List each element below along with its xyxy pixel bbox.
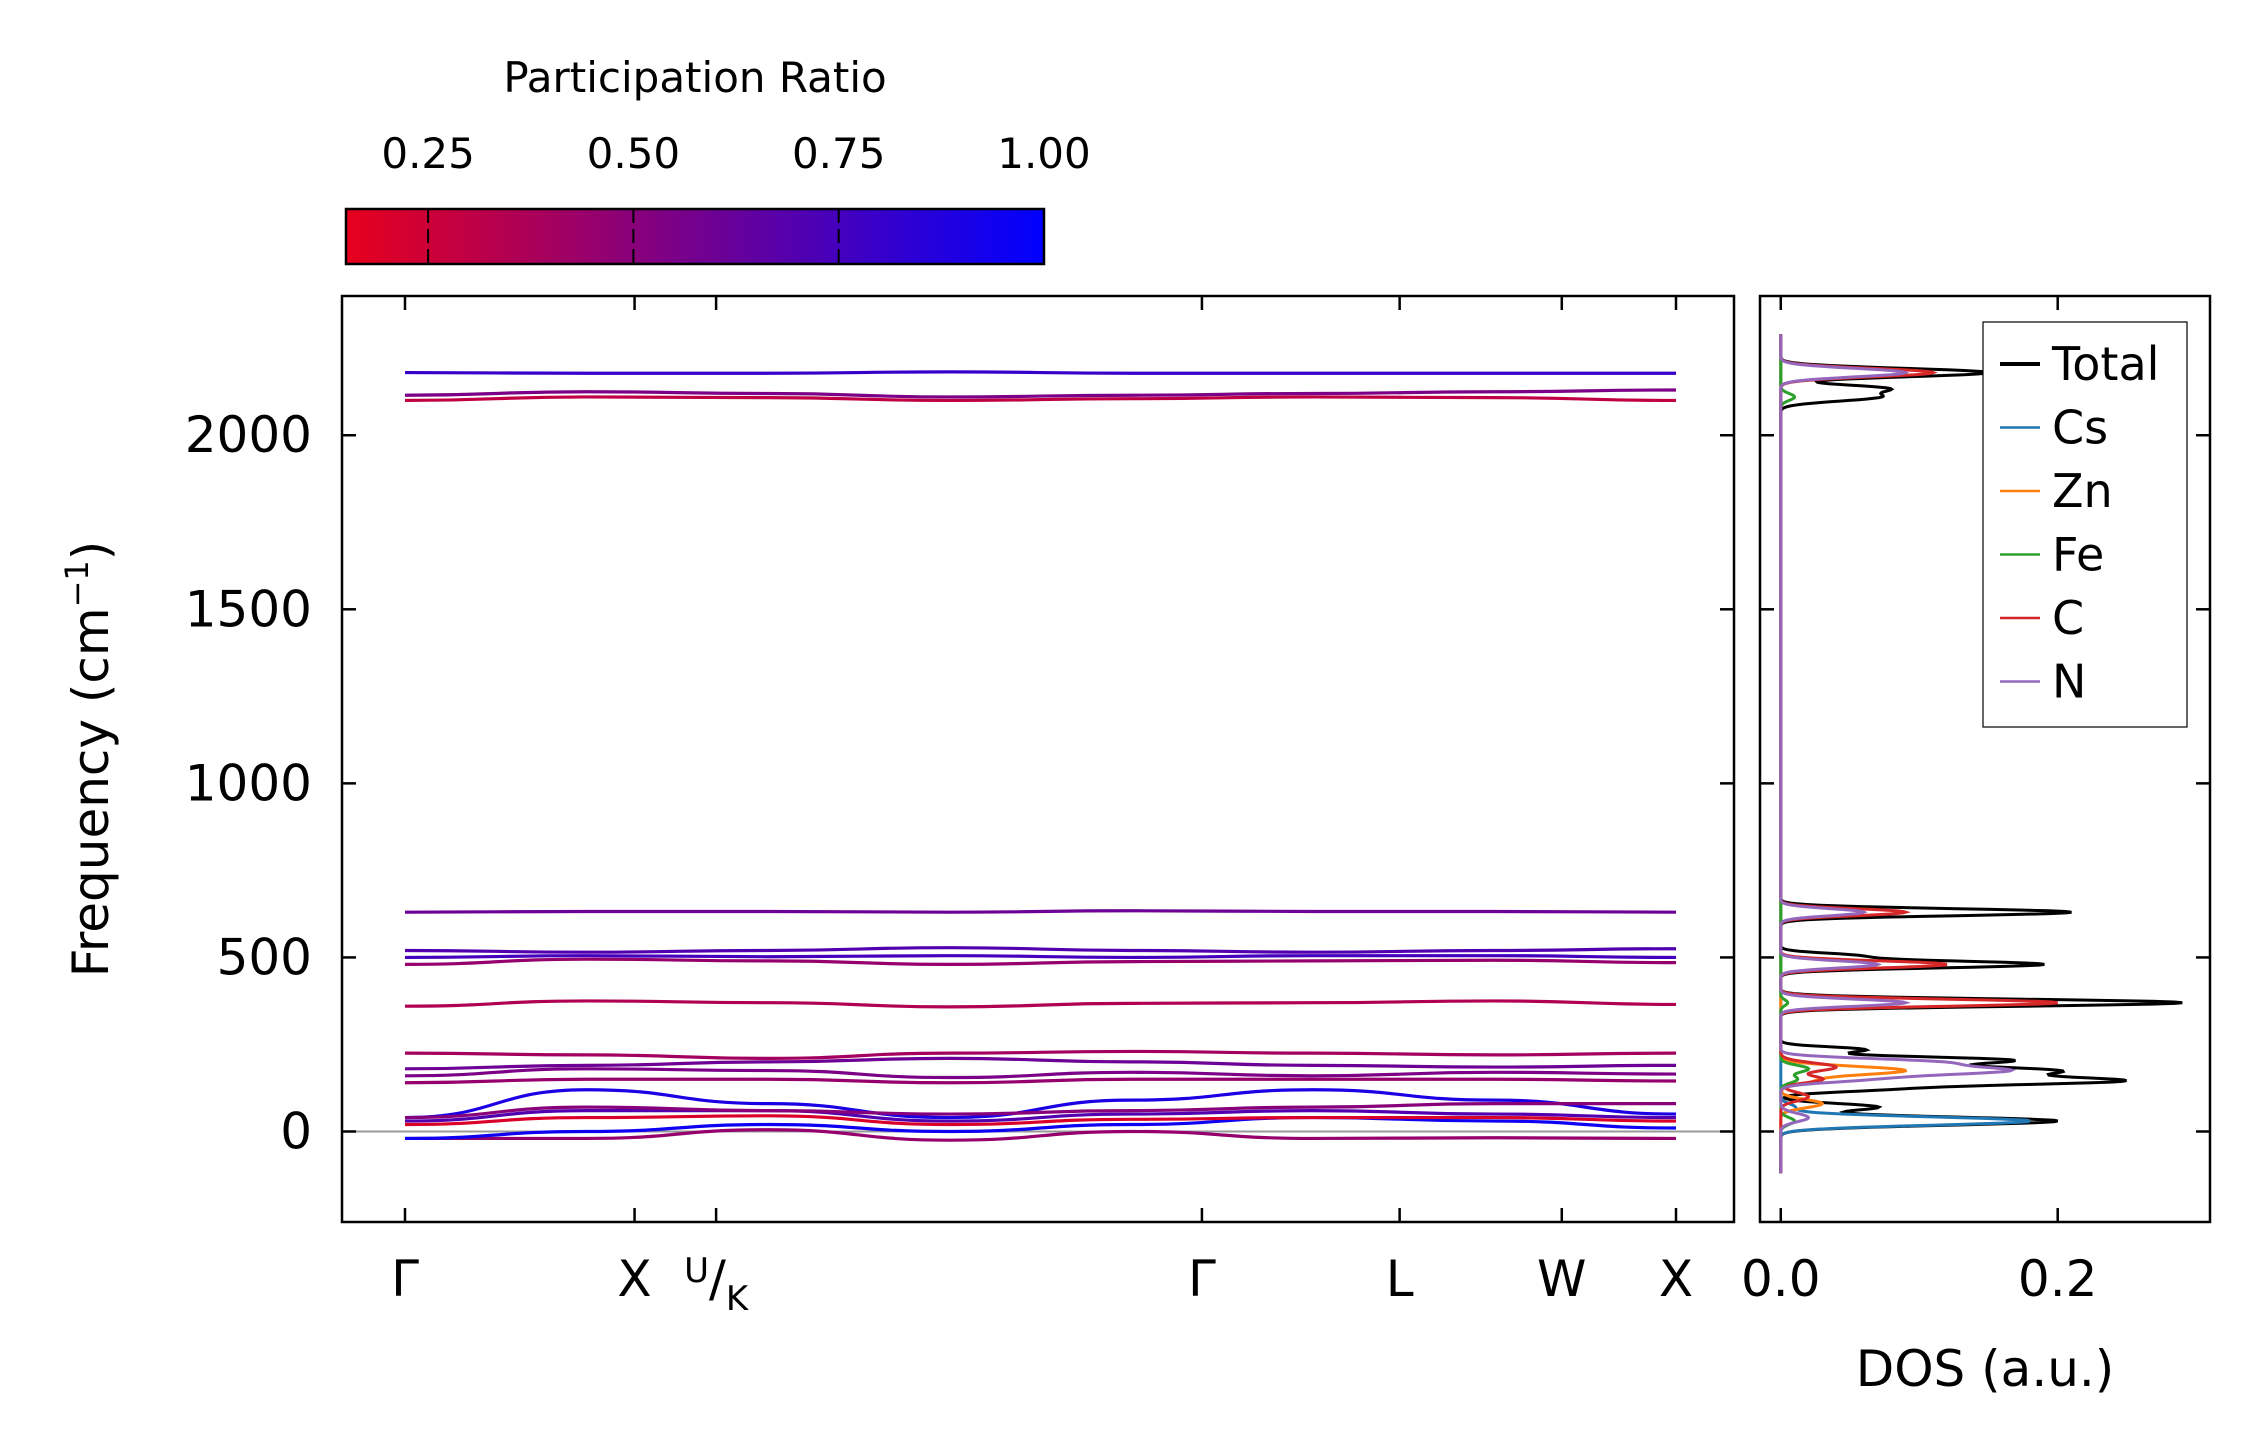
phonon-band-16 (404, 395, 1677, 403)
colorbar-tick-label: 1.00 (997, 129, 1091, 178)
phonon-band-10 (404, 1049, 1677, 1060)
legend-frame (1982, 321, 2188, 728)
colorbar-tick-label: 0.25 (381, 129, 475, 178)
y-axis-label: Frequency (cm−1) (58, 541, 120, 978)
dos-x-tick-label: 0.0 (1741, 1250, 1821, 1308)
phonon-band-07 (404, 1077, 1677, 1085)
k-point-label: U/K (684, 1250, 750, 1319)
band-lines (404, 370, 1677, 1142)
colorbar-title: Participation Ratio (503, 53, 886, 102)
legend: Total Cs Zn Fe CN (1982, 321, 2188, 728)
dos-line-n (1779, 334, 2017, 1174)
colorbar-bar (344, 207, 1046, 266)
legend-label-cs: Cs (2052, 401, 2108, 455)
dos-plot-frame (1758, 294, 2212, 1224)
phonon-band-03 (404, 1108, 1677, 1123)
legend-label-n: N (2052, 655, 2086, 709)
k-point-label: Γ (1188, 1250, 1216, 1308)
band-structure-panel: 0 500 1000 1500 2000 Γ X U/K Γ L W X Frequency (cm… (58, 294, 1736, 1319)
k-point-label: Γ (391, 1250, 419, 1308)
y-tick-label: 1500 (185, 580, 312, 638)
dos-panel: 0.0 0.2 DOS (a.u.) Total Cs Zn Fe CN (1741, 294, 2212, 1398)
band-plot-frame (340, 294, 1736, 1224)
phonon-band-06 (404, 1102, 1676, 1120)
phonon-band-02 (404, 1115, 1677, 1141)
phonon-band-11 (404, 999, 1677, 1009)
k-point-label: X (1659, 1250, 1693, 1308)
dos-y-ticks (1760, 433, 2210, 1133)
phonon-band-12 (404, 957, 1677, 966)
phonon-band-15 (404, 909, 1677, 914)
y-axis-label-superscript: −1 (58, 560, 96, 607)
y-axis-label-close: ) (62, 541, 120, 561)
y-tick-label: 1000 (185, 754, 312, 812)
dos-lines (1779, 334, 2183, 1174)
colorbar: Participation Ratio 0.25 0.50 0.75 1.00 (344, 53, 1091, 266)
phonon-band-14 (404, 946, 1677, 954)
phonon-band-18 (404, 370, 1676, 375)
phonon-band-05 (404, 1114, 1677, 1127)
legend-label-total: Total (2051, 337, 2159, 391)
k-point-label: L (1386, 1250, 1414, 1308)
k-point-label: X (617, 1250, 651, 1308)
colorbar-tick-label: 0.50 (587, 129, 681, 178)
y-tick-label: 2000 (185, 406, 312, 464)
y-axis-ticks: 0 500 1000 1500 2000 (185, 406, 1734, 1160)
colorbar-tick-labels: 0.25 0.50 0.75 1.00 (381, 129, 1090, 178)
legend-label-zn: Zn (2052, 464, 2113, 518)
colorbar-ticks (427, 209, 840, 264)
y-tick-label: 0 (280, 1102, 312, 1160)
legend-label-fe: Fe (2052, 528, 2104, 582)
dos-x-axis-label: DOS (a.u.) (1856, 1340, 2115, 1398)
y-tick-label: 500 (217, 928, 312, 986)
phonon-band-08 (404, 1067, 1677, 1080)
phonon-band-17 (404, 388, 1677, 399)
y-axis-label-text: Frequency (cm (62, 607, 120, 977)
dos-line-fe (1779, 334, 1811, 1174)
colorbar-tick-label: 0.75 (792, 129, 886, 178)
dos-x-tick-label: 0.2 (2018, 1250, 2098, 1308)
phonon-band-04 (404, 1088, 1677, 1120)
phonon-band-01 (404, 1128, 1677, 1142)
legend-label-c: C (2052, 591, 2084, 645)
phonon-band-13 (404, 954, 1677, 960)
phonon-band-09 (404, 1056, 1677, 1071)
k-point-label: W (1537, 1250, 1586, 1308)
k-path-ticks: Γ X U/K Γ L W X (391, 296, 1693, 1319)
dos-x-ticks: 0.0 0.2 (1741, 296, 2097, 1308)
